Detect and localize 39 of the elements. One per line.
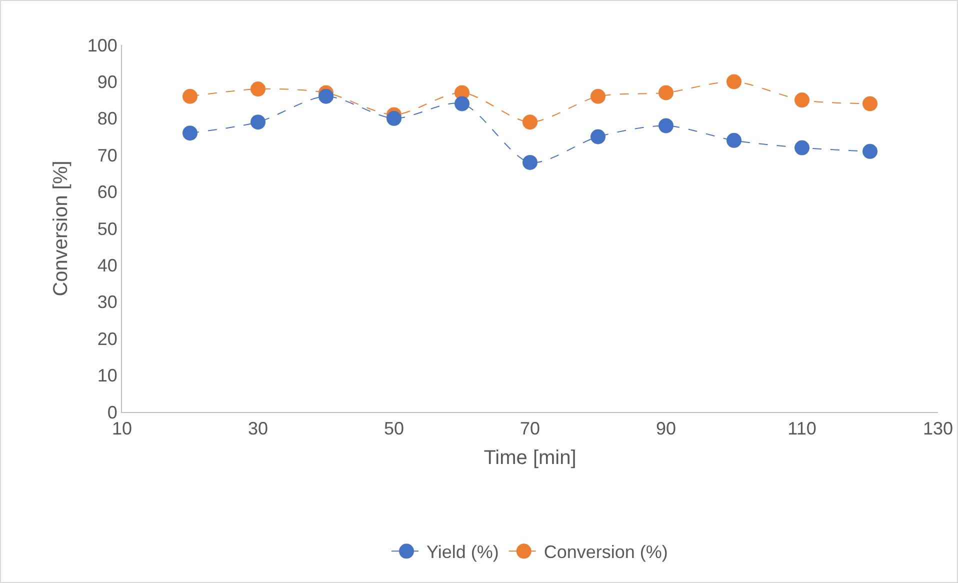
point bbox=[318, 88, 334, 104]
y-axis-title: Conversion [%] bbox=[50, 160, 72, 296]
point bbox=[590, 129, 606, 144]
point bbox=[182, 126, 198, 141]
x-tick-label: 30 bbox=[248, 418, 268, 439]
y-tick-label: 80 bbox=[97, 108, 118, 129]
point bbox=[658, 118, 674, 134]
x-tick-label: 70 bbox=[520, 418, 540, 439]
y-tick-label: 70 bbox=[97, 145, 118, 166]
y-tick-label: 30 bbox=[97, 292, 118, 312]
y-tick-label: 100 bbox=[87, 35, 118, 56]
point bbox=[522, 114, 538, 130]
x-tick-label: 110 bbox=[788, 418, 816, 439]
point bbox=[182, 88, 198, 104]
x-tick-label: 50 bbox=[384, 418, 404, 439]
y-tick-label: 10 bbox=[97, 366, 118, 386]
y-tick-label: 50 bbox=[97, 218, 118, 239]
point bbox=[862, 144, 878, 159]
point bbox=[250, 82, 266, 97]
point bbox=[250, 114, 266, 130]
point bbox=[522, 154, 538, 170]
x-axis-title: Time [min] bbox=[484, 447, 576, 470]
point bbox=[794, 92, 810, 108]
point bbox=[726, 132, 742, 148]
y-tick-label: 60 bbox=[97, 182, 118, 202]
point bbox=[794, 140, 810, 156]
point bbox=[658, 85, 674, 100]
y-tick-label: 20 bbox=[97, 328, 118, 349]
point bbox=[454, 96, 470, 112]
legend-label: Yield (%) bbox=[426, 542, 499, 562]
point bbox=[386, 110, 402, 126]
x-tick-label: 90 bbox=[656, 418, 676, 439]
y-tick-label: 90 bbox=[97, 72, 118, 92]
point bbox=[590, 88, 606, 104]
point bbox=[862, 96, 878, 112]
legend-label: Conversion (%) bbox=[544, 542, 668, 562]
x-tick-label: 130 bbox=[922, 418, 954, 439]
y-tick-label: 40 bbox=[97, 256, 118, 276]
point bbox=[726, 74, 742, 90]
